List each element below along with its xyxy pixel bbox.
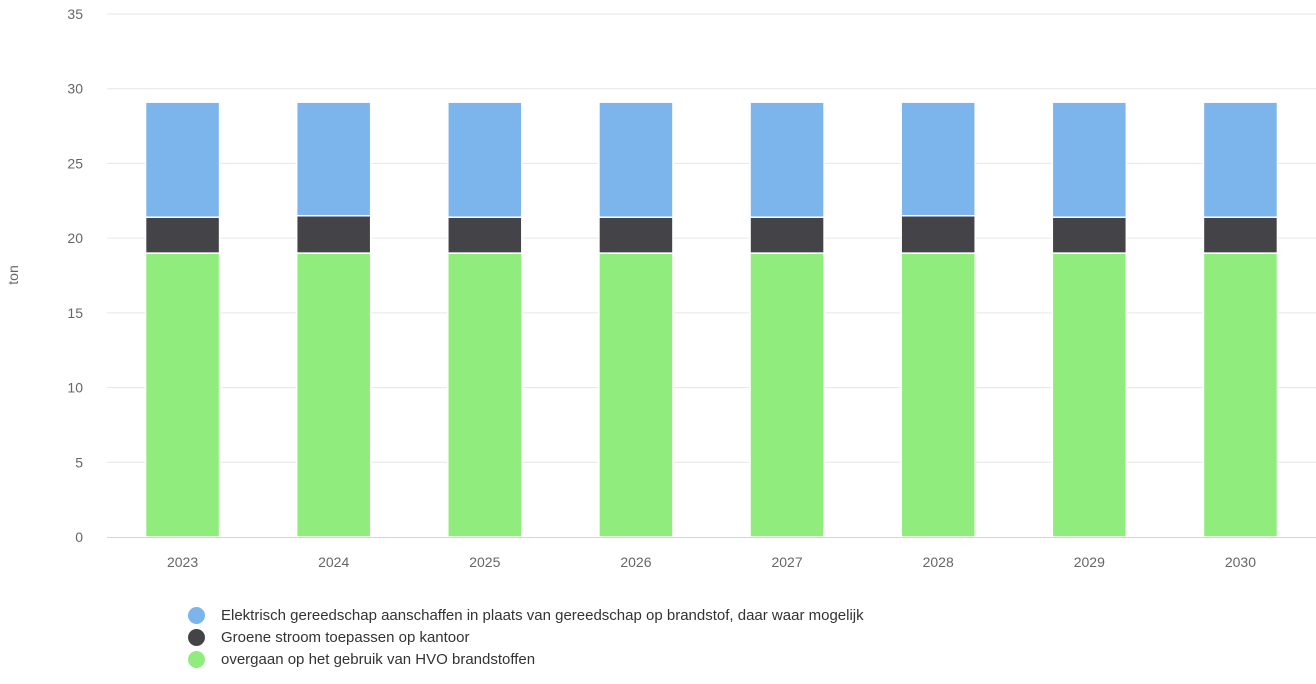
- bar-segment[interactable]: [144, 101, 221, 218]
- y-tick-label: 5: [75, 454, 83, 470]
- bar-segment[interactable]: [447, 101, 523, 218]
- bar-segment[interactable]: [749, 252, 825, 538]
- y-tick-label: 0: [75, 529, 83, 545]
- bar-segment[interactable]: [447, 216, 523, 254]
- legend-swatch: [188, 628, 205, 646]
- bar-segment[interactable]: [900, 214, 976, 254]
- bar-segment[interactable]: [1202, 216, 1279, 254]
- bar-segment[interactable]: [598, 101, 674, 218]
- x-tick-label: 2024: [318, 554, 349, 570]
- bar-segment[interactable]: [749, 101, 825, 218]
- y-tick-label: 10: [67, 380, 83, 396]
- x-tick-label: 2025: [469, 554, 500, 570]
- bar-segment[interactable]: [295, 252, 372, 538]
- legend-label: overgaan op het gebruik van HVO brandsto…: [221, 650, 536, 668]
- bar-segment[interactable]: [295, 101, 372, 217]
- bars: [144, 101, 1279, 538]
- bar-segment[interactable]: [749, 216, 825, 254]
- y-tick-label: 20: [67, 230, 83, 246]
- bar-segment[interactable]: [144, 216, 221, 254]
- bar-segment[interactable]: [1051, 101, 1128, 218]
- gridlines: [107, 13, 1316, 463]
- legend-swatch: [188, 606, 205, 624]
- bar-segment[interactable]: [900, 101, 976, 217]
- bar-segment[interactable]: [144, 252, 221, 538]
- x-tick-label: 2028: [923, 554, 954, 570]
- x-tick-label: 2030: [1225, 554, 1256, 570]
- y-axis-title: ton: [5, 265, 21, 284]
- legend-label: Groene stroom toepassen op kantoor: [221, 628, 470, 646]
- x-tick-label: 2029: [1074, 554, 1105, 570]
- bar-segment[interactable]: [1051, 252, 1128, 538]
- bar-segment[interactable]: [900, 252, 976, 538]
- bar-segment[interactable]: [598, 252, 674, 538]
- bar-segment[interactable]: [1202, 252, 1279, 538]
- bar-segment[interactable]: [1202, 101, 1279, 218]
- bar-segment[interactable]: [598, 216, 674, 254]
- legend: Elektrisch gereedschap aanschaffen in pl…: [188, 604, 864, 670]
- y-tick-label: 35: [67, 6, 83, 22]
- y-tick-label: 25: [67, 155, 83, 171]
- bar-segment[interactable]: [1051, 216, 1128, 254]
- bar-segment[interactable]: [447, 252, 523, 538]
- x-tick-label: 2023: [167, 554, 198, 570]
- x-tick-label: 2026: [620, 554, 651, 570]
- legend-swatch: [188, 650, 205, 668]
- bar-segment[interactable]: [295, 214, 372, 254]
- legend-item[interactable]: Elektrisch gereedschap aanschaffen in pl…: [188, 604, 864, 626]
- x-tick-label: 2027: [771, 554, 802, 570]
- legend-item[interactable]: overgaan op het gebruik van HVO brandsto…: [188, 648, 864, 670]
- legend-item[interactable]: Groene stroom toepassen op kantoor: [188, 626, 864, 648]
- legend-label: Elektrisch gereedschap aanschaffen in pl…: [221, 606, 864, 624]
- y-tick-label: 15: [67, 305, 83, 321]
- y-tick-label: 30: [67, 81, 83, 97]
